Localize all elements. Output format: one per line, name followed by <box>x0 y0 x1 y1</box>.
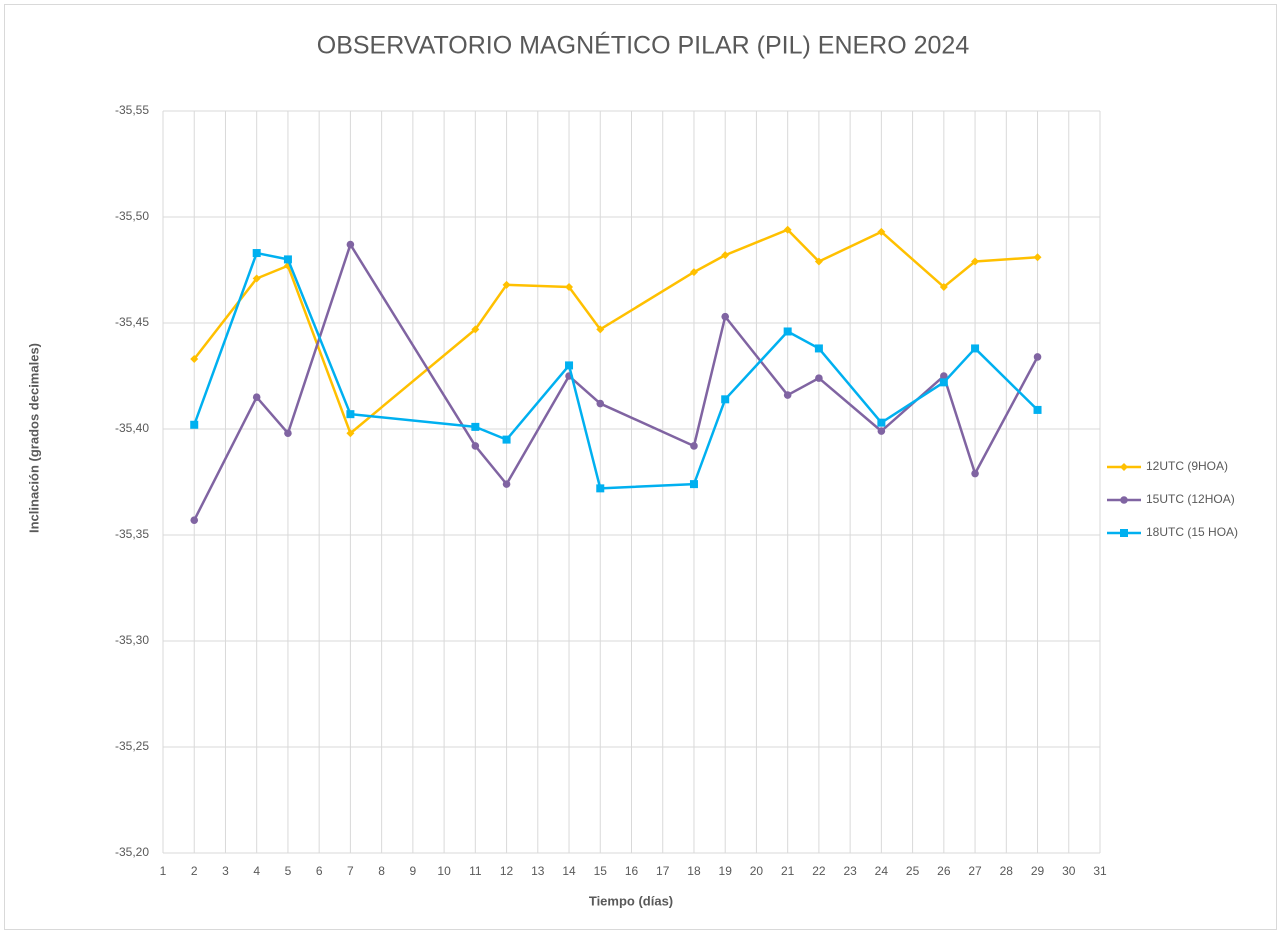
series-line <box>193 251 1039 490</box>
x-tick-label: 26 <box>937 864 951 878</box>
x-tick-label: 10 <box>437 864 451 878</box>
marker <box>190 420 199 429</box>
x-axis-label: Tiempo (días) <box>589 893 673 908</box>
marker <box>877 418 886 427</box>
x-tick-label: 12 <box>500 864 514 878</box>
marker <box>502 435 511 444</box>
marker <box>190 355 199 364</box>
marker <box>252 249 261 258</box>
x-tick-label: 27 <box>968 864 982 878</box>
marker <box>1033 253 1042 262</box>
x-tick-label: 7 <box>347 864 354 878</box>
legend-label: 18UTC (15 HOA) <box>1146 525 1238 539</box>
marker <box>783 225 792 234</box>
marker <box>814 344 823 353</box>
legend-marker <box>1120 496 1128 504</box>
marker <box>783 391 792 399</box>
marker <box>877 427 886 435</box>
x-tick-label: 24 <box>875 864 889 878</box>
x-tick-label: 1 <box>160 864 167 878</box>
x-tick-label: 9 <box>410 864 417 878</box>
marker <box>721 312 729 321</box>
marker <box>689 268 698 277</box>
x-tick-label: 17 <box>656 864 670 878</box>
x-tick-label: 5 <box>285 864 292 878</box>
marker <box>939 282 948 291</box>
marker <box>721 251 730 260</box>
y-tick-label: -35,50 <box>115 209 149 223</box>
marker <box>940 372 948 380</box>
x-tick-label: 20 <box>750 864 764 878</box>
x-tick-label: 6 <box>316 864 323 878</box>
marker <box>502 280 511 289</box>
x-tick-label: 30 <box>1062 864 1076 878</box>
x-tick-label: 29 <box>1031 864 1045 878</box>
marker <box>471 422 480 431</box>
chart-title: OBSERVATORIO MAGNÉTICO PILAR (PIL) ENERO… <box>317 31 970 60</box>
marker <box>596 399 605 408</box>
x-tick-label: 22 <box>812 864 826 878</box>
x-tick-label: 25 <box>906 864 920 878</box>
marker <box>471 325 480 334</box>
marker <box>971 469 979 478</box>
marker <box>596 484 605 493</box>
marker <box>689 480 698 489</box>
x-tick-label: 31 <box>1093 864 1107 878</box>
marker <box>190 516 199 524</box>
marker <box>502 480 511 488</box>
marker <box>471 442 480 450</box>
x-tick-label: 19 <box>719 864 733 878</box>
marker <box>1033 353 1042 361</box>
marker <box>783 327 792 336</box>
y-tick-label: -35,40 <box>115 421 149 435</box>
x-tick-label: 11 <box>469 864 482 878</box>
legend-label: 12UTC (9HOA) <box>1146 459 1228 473</box>
legend-marker <box>1120 529 1128 537</box>
x-tick-label: 13 <box>531 864 545 878</box>
marker <box>346 429 355 438</box>
x-tick-label: 4 <box>253 864 260 878</box>
x-tick-label: 3 <box>222 864 229 878</box>
x-tick-label: 14 <box>562 864 576 878</box>
x-tick-label: 23 <box>843 864 857 878</box>
marker <box>346 240 355 249</box>
marker <box>814 257 823 266</box>
x-tick-label: 2 <box>191 864 198 878</box>
marker <box>565 361 574 370</box>
marker <box>252 393 261 402</box>
x-tick-label: 18 <box>687 864 701 878</box>
marker <box>252 274 261 283</box>
y-tick-label: -35,55 <box>115 103 149 117</box>
marker <box>284 429 292 438</box>
series-line <box>193 228 1038 435</box>
legend-marker <box>1120 463 1128 471</box>
y-tick-label: -35,35 <box>115 527 149 541</box>
marker <box>971 257 980 266</box>
y-tick-label: -35,25 <box>115 739 149 753</box>
marker <box>1033 405 1042 414</box>
x-tick-label: 16 <box>625 864 639 878</box>
marker <box>346 410 355 419</box>
marker <box>565 282 574 291</box>
marker <box>815 374 823 382</box>
y-axis-label: Inclinación (grados decimales) <box>26 343 41 533</box>
marker <box>939 378 948 387</box>
marker <box>690 442 698 450</box>
x-tick-label: 28 <box>1000 864 1014 878</box>
x-tick-label: 8 <box>378 864 385 878</box>
chart-frame <box>4 4 1277 930</box>
marker <box>877 227 886 236</box>
x-tick-label: 15 <box>594 864 608 878</box>
y-tick-label: -35,20 <box>115 845 149 859</box>
marker <box>971 344 980 353</box>
y-tick-label: -35,45 <box>115 315 149 329</box>
marker <box>721 395 730 404</box>
x-tick-label: 21 <box>781 864 795 878</box>
y-tick-label: -35,30 <box>115 633 149 647</box>
legend: 12UTC (9HOA) 15UTC (12HOA) 18UTC (15 HOA) <box>1107 459 1238 539</box>
legend-label: 15UTC (12HOA) <box>1146 492 1235 506</box>
marker <box>283 255 292 264</box>
marker <box>596 325 605 334</box>
